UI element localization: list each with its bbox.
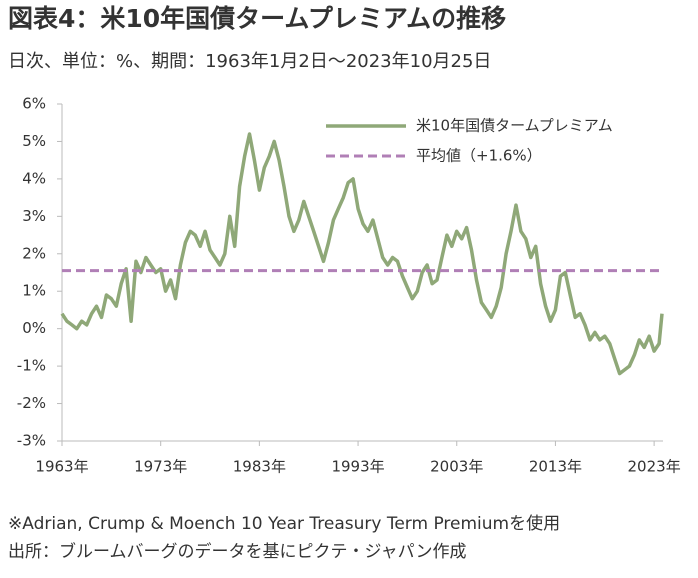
x-tick-label: 1973年 — [134, 458, 187, 476]
y-tick-label: -3% — [17, 432, 46, 450]
x-tick-label: 1963年 — [35, 458, 88, 476]
series-line — [60, 132, 664, 376]
y-tick-label: 1% — [22, 282, 46, 300]
y-tick-label: 5% — [22, 132, 46, 150]
y-tick-label: 0% — [22, 319, 46, 337]
note: ※Adrian, Crump & Moench 10 Year Treasury… — [8, 513, 560, 534]
y-tick-label: -2% — [17, 394, 46, 412]
legend-label: 米10年国債タームプレミアム — [416, 117, 613, 135]
x-tick-label: 1983年 — [233, 458, 286, 476]
y-tick-label: 3% — [22, 207, 46, 225]
x-tick-label: 2003年 — [430, 458, 483, 476]
y-tick-label: -1% — [17, 357, 46, 375]
x-tick-label: 2013年 — [529, 458, 582, 476]
y-tick-label: 6% — [22, 95, 46, 113]
legend-label: 平均値（+1.6%） — [416, 147, 542, 165]
x-tick-label: 1993年 — [331, 458, 384, 476]
chart-title: 図表4：米10年国債タームプレミアムの推移 — [8, 4, 506, 33]
chart-subtitle: 日次、単位：%、期間：1963年1月2日～2023年10月25日 — [8, 51, 491, 72]
y-tick-label: 2% — [22, 244, 46, 262]
y-tick-label: 4% — [22, 169, 46, 187]
note: 出所：ブルームバーグのデータを基にピクテ・ジャパン作成 — [8, 541, 467, 562]
x-tick-label: 2023年 — [628, 458, 681, 476]
